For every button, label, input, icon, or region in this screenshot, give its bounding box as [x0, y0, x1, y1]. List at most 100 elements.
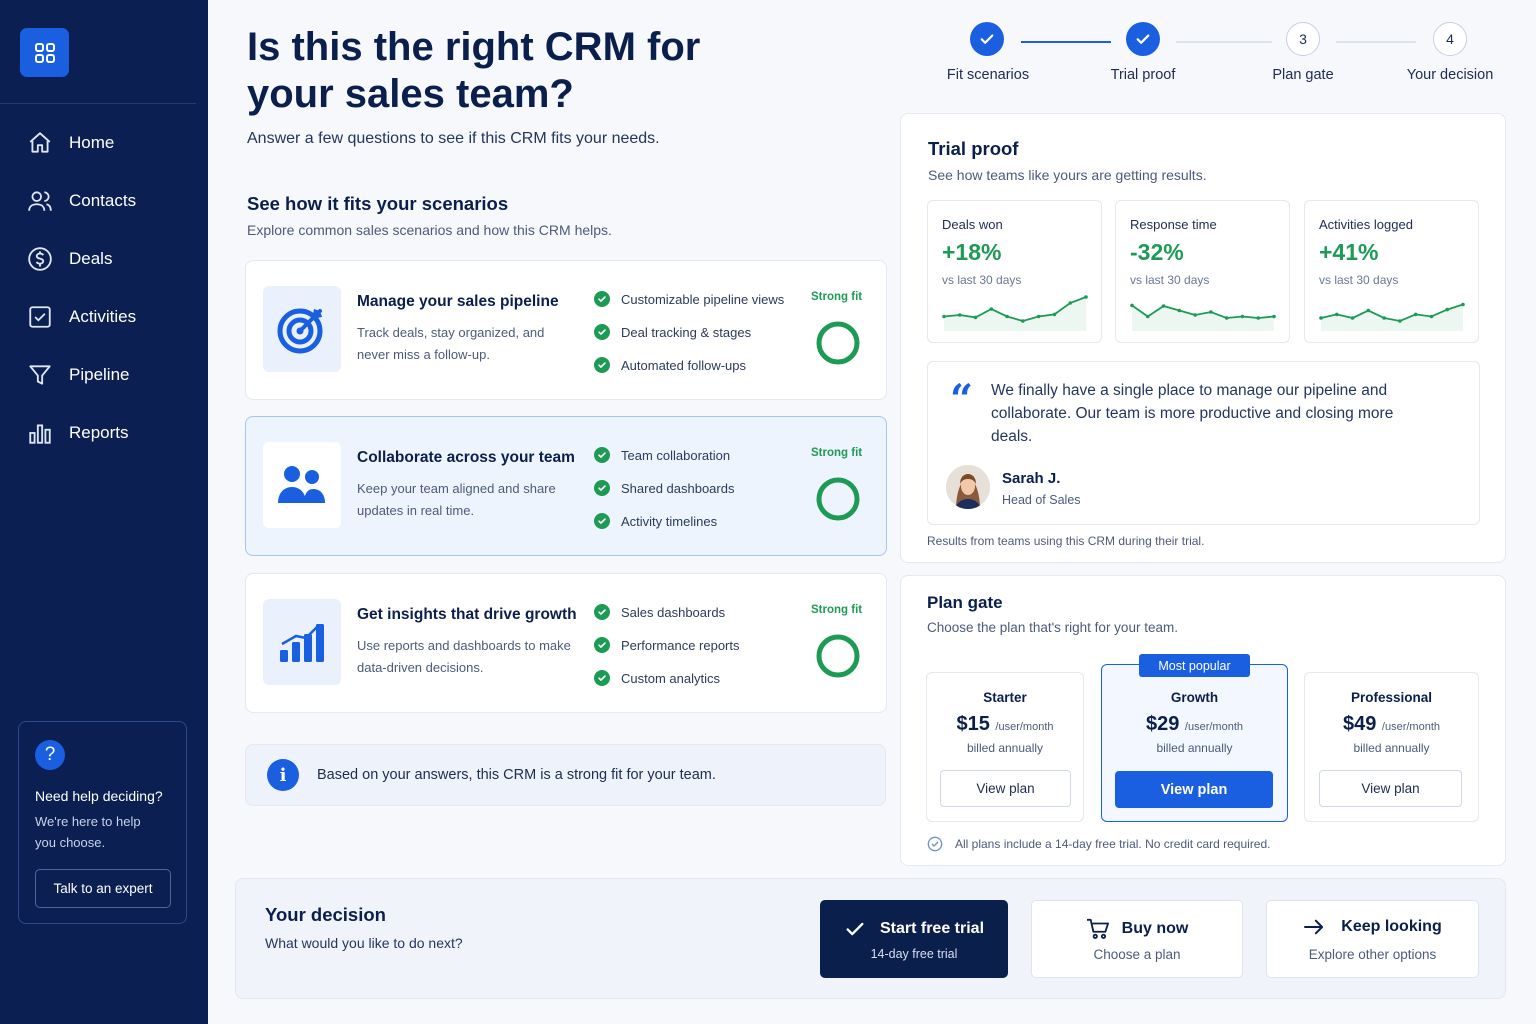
step-4-number[interactable]: 4 — [1433, 22, 1467, 56]
scenario-title: Manage your sales pipeline — [357, 293, 559, 310]
plan-billing: billed annually — [966, 741, 1044, 755]
dollar-icon — [26, 245, 54, 273]
decision-title: Your decision — [265, 904, 386, 925]
scenario-title: Get insights that drive growth — [357, 606, 577, 623]
plan-price: $29 /user/month — [1145, 713, 1244, 735]
growth-chart-icon — [263, 599, 341, 685]
metric-label: Response time — [1130, 217, 1217, 232]
decision-subtitle: What would you like to do next? — [265, 935, 463, 951]
scenarios-subtitle: Explore common sales scenarios and how t… — [247, 222, 612, 238]
sidebar-item-home[interactable]: Home — [26, 128, 114, 158]
metric-label: Deals won — [942, 217, 1003, 232]
app-grid-logo-icon[interactable] — [20, 28, 69, 77]
sidebar-item-label: Contacts — [69, 191, 137, 210]
arrow-right-icon — [1304, 919, 1324, 935]
sparkline-point — [1445, 307, 1450, 312]
plan-name: Growth — [1170, 690, 1219, 705]
plan-gate-title: Plan gate — [927, 593, 1003, 612]
feature-item: Team collaboration — [594, 447, 730, 463]
sparkline-point — [1319, 316, 1323, 320]
plan-billing: billed annually — [1156, 741, 1233, 755]
feature-item: Customizable pipeline views — [594, 291, 784, 307]
check-icon — [594, 324, 610, 340]
scenario-description: Track deals, stay organized, and never m… — [357, 325, 545, 362]
metric-card-deals-won: Deals won +18% vs last 30 days — [927, 200, 1102, 343]
trial-proof-card: Trial proof See how teams like yours are… — [900, 113, 1506, 563]
page-subtitle: Answer a few questions to see if this CR… — [247, 130, 660, 147]
keep-looking-button[interactable]: Keep looking Explore other options — [1266, 900, 1479, 978]
feature-label: Shared dashboards — [621, 480, 735, 496]
plan-growth[interactable]: Most popular Growth $29 /user/month bill… — [1101, 654, 1288, 822]
sidebar-item-contacts[interactable]: Contacts — [26, 186, 136, 216]
sidebar-item-deals[interactable]: Deals — [26, 244, 112, 274]
sparkline-point — [942, 314, 946, 319]
step-label-your-decision[interactable]: Your decision — [1406, 67, 1494, 83]
sparkline-point — [1272, 314, 1276, 319]
scenario-card-pipeline[interactable]: Manage your sales pipeline Track deals, … — [245, 260, 887, 400]
step-1-complete-icon[interactable] — [970, 22, 1004, 56]
feature-item: Custom analytics — [594, 670, 720, 686]
talk-to-expert-button[interactable]: Talk to an expert — [35, 869, 171, 908]
decision-bar: Your decision What would you like to do … — [235, 878, 1506, 999]
testimonial-text: We finally have a single place to manage… — [991, 382, 1394, 445]
sidebar-item-pipeline[interactable]: Pipeline — [26, 360, 130, 390]
sparkline-point — [1224, 316, 1229, 320]
view-plan-professional-button[interactable]: View plan — [1319, 770, 1462, 807]
team-icon — [263, 442, 341, 528]
help-title: Need help deciding? — [35, 788, 163, 804]
view-plan-starter-button[interactable]: View plan — [940, 770, 1071, 807]
sidebar-item-label: Reports — [69, 423, 129, 442]
sparkline-point — [1130, 303, 1134, 308]
step-2-complete-icon[interactable] — [1126, 22, 1160, 56]
view-plan-growth-button[interactable]: View plan — [1115, 771, 1273, 808]
sparkline-point — [1052, 312, 1057, 317]
feature-label: Activity timelines — [621, 513, 718, 529]
step-label-plan-gate[interactable]: Plan gate — [1272, 67, 1334, 83]
feature-label: Team collaboration — [621, 447, 731, 463]
sparkline-point — [1240, 314, 1245, 319]
check-icon — [846, 922, 864, 936]
plan-footnote: All plans include a 14-day free trial. N… — [927, 836, 1271, 852]
metric-value: +18% — [942, 239, 1002, 265]
scenario-description: Use reports and dashboards to make data-… — [357, 638, 571, 675]
step-label-trial-proof[interactable]: Trial proof — [1110, 67, 1176, 83]
plan-name: Professional — [1350, 690, 1433, 705]
sparkline-point — [1350, 316, 1355, 320]
sparkline-point — [1461, 302, 1465, 307]
buy-now-button[interactable]: Buy now Choose a plan — [1031, 900, 1243, 978]
scenario-card-insights[interactable]: Get insights that drive growth Use repor… — [245, 573, 887, 713]
check-icon — [594, 357, 610, 373]
sparkline-chart — [1130, 303, 1276, 331]
step-3-number[interactable]: 3 — [1286, 22, 1320, 56]
fit-label: Strong fit — [811, 291, 863, 303]
page-title: Is this the right CRM for your sales tea… — [247, 25, 701, 116]
sparkline-point — [957, 313, 962, 317]
sparkline-point — [1084, 295, 1088, 299]
check-icon — [594, 637, 610, 653]
sparkline-point — [989, 307, 994, 311]
plan-billing: billed annually — [1353, 741, 1430, 755]
feature-item: Activity timelines — [594, 513, 717, 529]
feature-item: Shared dashboards — [594, 480, 734, 496]
step-connector — [1176, 41, 1272, 43]
step-label-fit-scenarios[interactable]: Fit scenarios — [946, 67, 1030, 83]
sidebar-item-reports[interactable]: Reports — [26, 418, 129, 448]
trial-subtitle: See how teams like yours are getting res… — [928, 167, 1207, 183]
feature-item: Sales dashboards — [594, 604, 725, 620]
help-card: ? Need help deciding? We're here to help… — [18, 721, 187, 924]
sidebar-item-activities[interactable]: Activities — [26, 302, 136, 332]
sparkline-point — [1429, 314, 1434, 319]
check-icon — [594, 513, 610, 529]
plan-starter[interactable]: Starter $15 /user/month billed annually … — [926, 672, 1084, 822]
feature-label: Sales dashboards — [621, 604, 726, 620]
sparkline-point — [1334, 312, 1339, 317]
check-icon — [594, 604, 610, 620]
fit-ring-icon — [816, 477, 860, 521]
plan-professional[interactable]: Professional $49 /user/month billed annu… — [1304, 672, 1479, 822]
sidebar-item-label: Pipeline — [69, 365, 130, 384]
start-free-trial-button[interactable]: Start free trial 14-day free trial — [820, 900, 1008, 978]
step-connector — [1021, 41, 1111, 43]
quote-icon: “ — [950, 376, 974, 423]
sidebar-item-label: Deals — [69, 249, 113, 268]
scenario-card-collaborate[interactable]: Collaborate across your team Keep your t… — [245, 416, 887, 556]
